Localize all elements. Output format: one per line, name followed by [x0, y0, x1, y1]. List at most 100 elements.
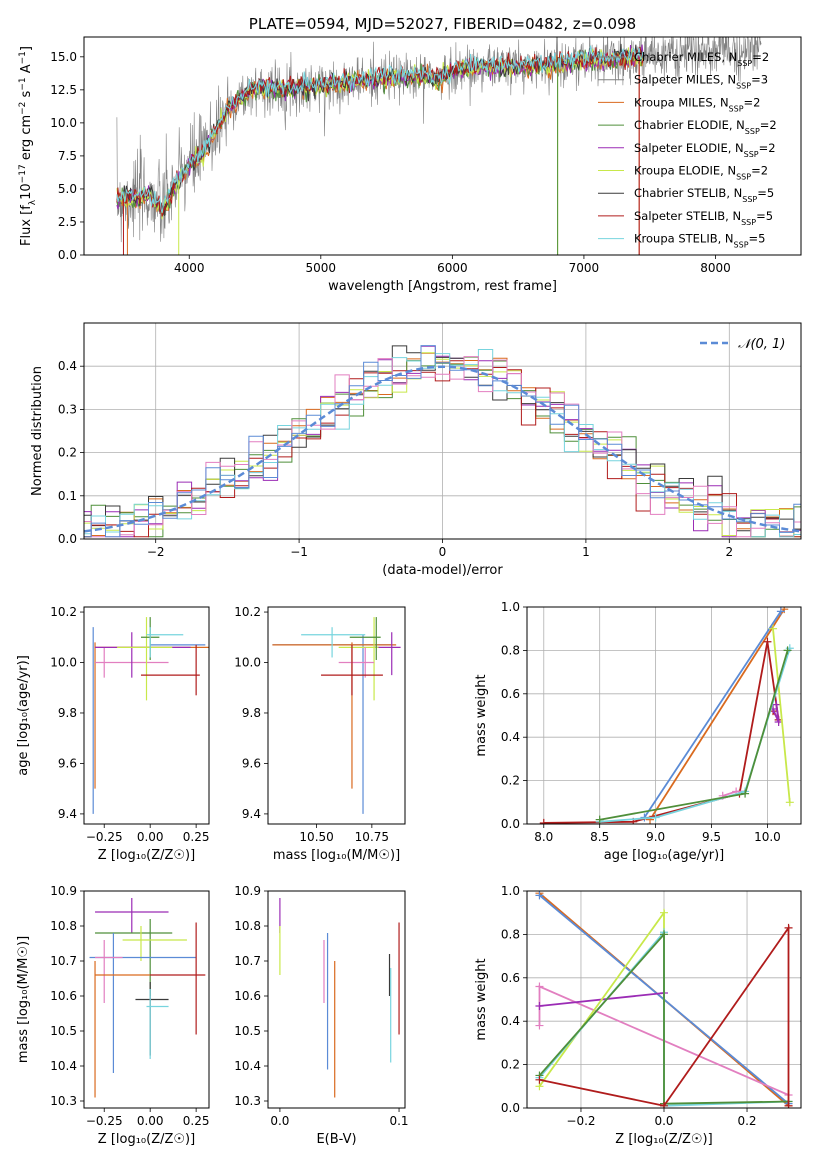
- legend-subscript: SSP: [737, 59, 752, 68]
- weight-point-marker: [539, 818, 548, 824]
- z-age-axes: −0.25 0.00 0.25 9.4 9.6 9.8 10.0 10.2 Z [log₁₀(Z…: [16, 605, 209, 863]
- y-tick-label: 10.7: [50, 954, 77, 968]
- z-weight-frame: [526, 890, 802, 1109]
- y-tick-label: 10.4: [50, 1059, 77, 1073]
- y-axis-label: mass [log₁₀(M/M☉)]: [16, 936, 31, 1063]
- y-axis-label-part: A: [19, 64, 34, 77]
- legend-label: 𝒩(0, 1): [738, 337, 785, 352]
- y-tick-label: 5.0: [58, 182, 77, 196]
- y-tick-label: 0.0: [501, 817, 520, 831]
- y-tick-label: 10.9: [50, 884, 77, 898]
- y-tick-label: 15.0: [50, 50, 77, 64]
- legend-series-name: Chabrier STELIB, N: [634, 186, 742, 200]
- y-axis-label-part: −1: [18, 51, 28, 64]
- y-tick-label: 10.7: [234, 954, 261, 968]
- weight-point-marker: [535, 1021, 544, 1030]
- weight-point-marker: [769, 624, 778, 633]
- normal-curve-line: [84, 365, 801, 533]
- y-tick-label: 10.2: [234, 605, 261, 619]
- x-tick-label: 4000: [174, 261, 205, 275]
- y-tick-label: 10.8: [50, 919, 77, 933]
- histogram-series-red: [84, 360, 801, 538]
- x-tick-label: 2: [725, 545, 733, 559]
- legend-series-name: Salpeter MILES, N: [634, 73, 736, 87]
- weight-point-marker: [535, 891, 544, 900]
- legend-subscript: SSP: [745, 127, 760, 136]
- x-axis-label: E(B-V): [316, 1132, 356, 1147]
- model-spectrum-line-cyan: [116, 45, 644, 213]
- y-tick-label: 9.6: [58, 756, 77, 770]
- weight-line-green: [599, 650, 789, 821]
- weight-point-marker: [763, 637, 772, 646]
- legend-label: Chabrier MILES, NSSP=2: [634, 50, 769, 68]
- y-tick-label: 0.2: [501, 1058, 520, 1072]
- y-axis-label-part: ]: [19, 46, 34, 51]
- legend-label: Chabrier STELIB, NSSP=5: [634, 186, 774, 204]
- y-tick-label: 10.3: [50, 1094, 77, 1108]
- x-tick-label: 8.5: [590, 830, 609, 844]
- x-tick-label: 9.5: [702, 830, 721, 844]
- x-tick-label: 8.0: [534, 830, 553, 844]
- y-tick-label: 0.0: [58, 248, 77, 262]
- weight-point-marker: [595, 815, 604, 824]
- weight-point-marker: [784, 1101, 793, 1108]
- weight-point-marker: [783, 646, 792, 655]
- y-tick-label: 0.2: [501, 774, 520, 788]
- y-axis-label-part: s: [19, 90, 34, 101]
- weight-line-orange: [649, 608, 785, 821]
- y-tick-label: 0.0: [501, 1101, 520, 1115]
- legend-label: Salpeter MILES, NSSP=3: [634, 73, 768, 91]
- legend-subscript: SSP: [736, 172, 751, 181]
- y-axis-label: mass weight: [474, 958, 489, 1040]
- legend-series-name: Kroupa ELODIE, N: [634, 164, 736, 178]
- chart-title: PLATE=0594, MJD=52027, FIBERID=0482, z=0…: [249, 15, 636, 33]
- legend-series-name: Salpeter STELIB, N: [634, 209, 741, 223]
- x-tick-label: 0.25: [183, 830, 210, 844]
- age-weight-axes: 8.0 8.5 9.0 9.5 10.0 0.0 0.2 0.4 0.6 0.8 1.0 age [l…: [474, 600, 801, 863]
- y-tick-label: 2.5: [58, 215, 77, 229]
- residuals-plot-area: [84, 345, 801, 538]
- y-tick-label: 9.4: [58, 807, 77, 821]
- x-tick-label: −2: [147, 545, 165, 559]
- legend-label: Kroupa MILES, NSSP=2: [634, 95, 760, 113]
- y-tick-label: 10.8: [234, 919, 261, 933]
- x-tick-label: 0.0: [654, 1114, 673, 1128]
- weight-point-marker: [772, 700, 781, 709]
- weight-point-marker: [660, 1101, 668, 1108]
- x-tick-label: 9.0: [646, 830, 665, 844]
- y-tick-label: 0.6: [501, 687, 520, 701]
- y-axis-label-part: −2: [18, 102, 28, 115]
- spectrum-frame: [83, 36, 802, 256]
- x-tick-label: 0.0: [270, 1114, 289, 1128]
- y-axis-label: Flux [fλ10−17 erg cm−2 s−1 A−1]: [18, 46, 38, 246]
- ebv-mass-frame: [267, 890, 406, 1109]
- x-tick-label: 0.25: [183, 1114, 210, 1128]
- x-tick-label: 0.00: [137, 1114, 164, 1128]
- weight-line-green: [538, 932, 789, 1105]
- y-axis-label-part: λ: [28, 199, 38, 205]
- x-axis-label: mass [log₁₀(M/M☉)]: [273, 848, 400, 863]
- residuals-frame: [83, 322, 802, 540]
- y-tick-label: 0.4: [501, 1014, 520, 1028]
- y-axis-label-part: 10: [19, 183, 34, 200]
- x-tick-label: 0.00: [137, 830, 164, 844]
- y-tick-label: 10.0: [50, 116, 77, 130]
- weight-point-marker: [535, 982, 544, 991]
- y-tick-label: 10.6: [234, 989, 261, 1003]
- y-tick-label: 0.8: [501, 927, 520, 941]
- x-axis-label: Z [log₁₀(Z/Z☉)]: [98, 1132, 195, 1147]
- y-tick-label: 0.3: [58, 402, 77, 416]
- y-tick-label: 0.0: [58, 532, 77, 546]
- ebv-mass-axes: 0.0 0.1 10.3 10.4 10.5 10.6 10.7 10.8 10.9 E(B-V): [234, 884, 408, 1147]
- y-axis-label: Normed distribution: [30, 366, 45, 496]
- x-axis-label: Z [log₁₀(Z/Z☉)]: [98, 848, 195, 863]
- legend-nssp: =5: [757, 186, 774, 200]
- y-tick-label: 9.6: [242, 756, 261, 770]
- age-weight-frame: [526, 606, 802, 825]
- x-tick-label: −0.25: [86, 1114, 123, 1128]
- x-tick-label: 0: [439, 545, 447, 559]
- weight-line-yellow: [772, 628, 791, 803]
- y-axis-label-part: erg cm: [19, 115, 34, 164]
- y-tick-label: 9.8: [242, 706, 261, 720]
- y-axis-label-part: −17: [18, 164, 28, 183]
